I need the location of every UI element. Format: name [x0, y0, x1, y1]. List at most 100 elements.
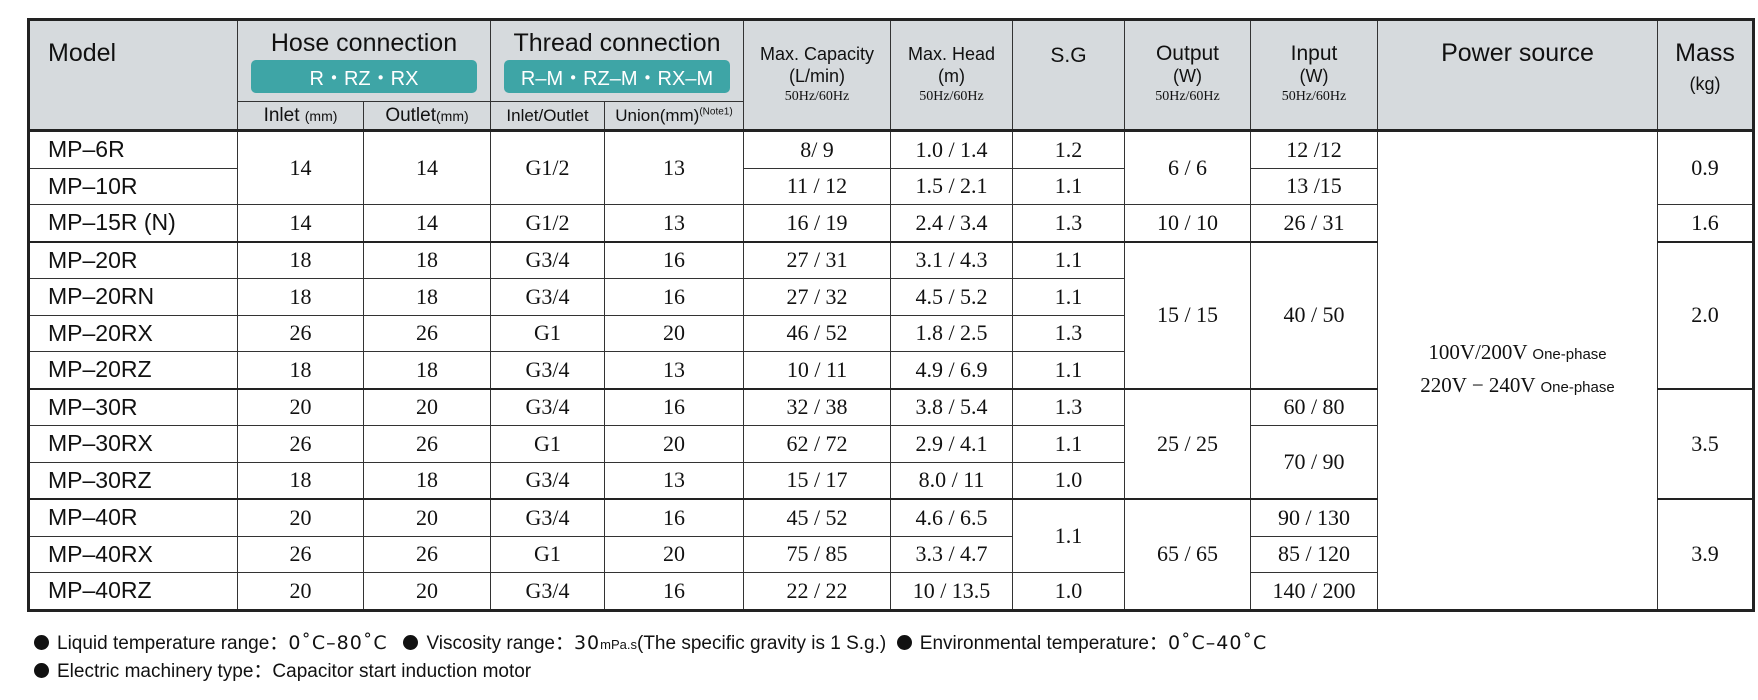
- header-cell: Hose connection R・RZ・RX: [237, 19, 491, 102]
- sg-cell: 1.0: [1012, 572, 1125, 611]
- bullet: [896, 635, 912, 650]
- output-cell: 25 / 25: [1124, 388, 1251, 500]
- header-cell: Input (W) 50Hz/60Hz: [1250, 19, 1378, 131]
- note-line: Electric machinery type：Capacitor start …: [34, 658, 1267, 685]
- input-cell: 40 / 50: [1250, 241, 1378, 389]
- header-row: Model Hose connection R・RZ・RX Thread conn…: [28, 19, 1754, 131]
- note-label: Viscosity range：: [426, 633, 574, 654]
- phase: One-phase: [1540, 379, 1615, 397]
- inlet-cell: 18: [237, 241, 364, 279]
- header-text: Inlet/Outlet: [506, 105, 589, 125]
- header-text: Output: [1155, 42, 1220, 65]
- header-text: Union(mm): [615, 105, 700, 125]
- header-freq: 50Hz/60Hz: [1281, 89, 1347, 104]
- union-cell: 16: [604, 278, 744, 316]
- thread-cell: G1: [490, 314, 605, 352]
- head-cell: 4.5 / 5.2: [890, 278, 1013, 316]
- thread-cell: G1/2: [490, 130, 605, 205]
- head-cell: 3.8 / 5.4: [890, 388, 1013, 426]
- model-cell: MP–20RX: [28, 314, 238, 352]
- header-unit: (W): [1173, 66, 1202, 86]
- bullet: [403, 635, 419, 650]
- power-source-cell: 100V/200V One-phase 220V − 240V One-phase: [1377, 130, 1658, 611]
- thread-cell: G1: [490, 535, 605, 573]
- output-cell: 15 / 15: [1124, 241, 1251, 389]
- inlet-cell: 20: [237, 388, 364, 426]
- outlet-cell: 18: [363, 351, 491, 389]
- input-cell: 26 / 31: [1250, 204, 1378, 242]
- table-row: MP–6R 14 14 G1/2 13 8/ 9 1.0 / 1.4 1.2 6 / 6 12 /…: [28, 130, 1754, 611]
- inlet-cell: 26: [237, 425, 364, 463]
- capacity-cell: 16 / 19: [743, 204, 891, 242]
- thread-cell: G3/4: [490, 498, 605, 537]
- power-line: 100V/200V One-phase: [1378, 337, 1657, 370]
- header-text: Outlet: [385, 104, 437, 126]
- input-cell: 90 / 130: [1250, 498, 1378, 537]
- header-cell: Max. Head (m) 50Hz/60Hz: [890, 19, 1013, 131]
- outlet-cell: 26: [363, 425, 491, 463]
- header-text: Hose connection: [270, 29, 458, 57]
- note-value: 0˚C–80˚C: [288, 632, 388, 654]
- table-row: MP–30RZ 18 18 G3/4 13 15 / 17 8.0 / 11 1.0: [28, 461, 1754, 500]
- table-row: MP–20RX 26 26 G1 20 46 / 52 1.8 / 2.5 1.3: [28, 314, 1754, 352]
- header-cell: S.G: [1012, 19, 1125, 131]
- head-cell: 1.0 / 1.4: [890, 130, 1013, 169]
- header-text: Input: [1290, 42, 1338, 65]
- output-cell: 10 / 10: [1124, 204, 1251, 242]
- header-cell: Thread connection R–M・RZ–M・RX–M: [490, 19, 744, 102]
- table-row: MP–40RZ 20 20 G3/4 16 22 / 22 10 / 13.5 1.0 140 …: [28, 572, 1754, 611]
- header-text: Max. Capacity: [759, 44, 875, 64]
- mass-cell: 2.0: [1657, 241, 1754, 389]
- model-cell: MP–20RN: [28, 278, 238, 316]
- thread-cell: G3/4: [490, 241, 605, 279]
- capacity-cell: 75 / 85: [743, 535, 891, 573]
- mass-cell: 3.9: [1657, 498, 1754, 611]
- header-unit: (kg): [1689, 74, 1721, 94]
- header-text: S.G: [1050, 44, 1087, 67]
- model-cell: MP–15R (N): [28, 204, 238, 242]
- thread-cell: G1: [490, 425, 605, 463]
- union-cell: 13: [604, 130, 744, 205]
- header-cell: Inlet/Outlet: [490, 101, 605, 131]
- outlet-cell: 20: [363, 388, 491, 426]
- power-line: 220V − 240V One-phase: [1378, 370, 1657, 403]
- model-cell: MP–40R: [28, 498, 238, 537]
- outlet-cell: 14: [363, 130, 491, 205]
- outlet-cell: 18: [363, 241, 491, 279]
- header-unit: (mm): [304, 107, 338, 124]
- head-cell: 2.4 / 3.4: [890, 204, 1013, 242]
- union-cell: 20: [604, 425, 744, 463]
- sg-cell: 1.1: [1012, 241, 1125, 279]
- mass-cell: 3.5: [1657, 388, 1754, 500]
- spec-table: Model Hose connection R・RZ・RX Thread conn…: [27, 18, 1755, 612]
- header-cell: Mass (kg): [1657, 19, 1754, 131]
- table-row: MP–20RN 18 18 G3/4 16 27 / 32 4.5 / 5.2 1.1: [28, 278, 1754, 316]
- outlet-cell: 20: [363, 572, 491, 611]
- header-cell: Union(mm)(Note1): [604, 101, 744, 131]
- input-cell: 60 / 80: [1250, 388, 1378, 426]
- head-cell: 1.8 / 2.5: [890, 314, 1013, 352]
- header-text: Max. Head: [907, 44, 996, 64]
- sg-cell: 1.2: [1012, 130, 1125, 169]
- header-text: Thread connection: [513, 29, 721, 57]
- header-freq: 50Hz/60Hz: [919, 89, 984, 104]
- table-row: MP–20RZ 18 18 G3/4 13 10 / 11 4.9 / 6.9 1.1: [28, 351, 1754, 389]
- header-freq: 50Hz/60Hz: [784, 89, 850, 104]
- sg-cell: 1.1: [1012, 278, 1125, 316]
- union-cell: 20: [604, 314, 744, 352]
- header-unit: (m): [938, 66, 965, 86]
- header-cell: Output (W) 50Hz/60Hz: [1124, 19, 1251, 131]
- table-header: Model Hose connection R・RZ・RX Thread conn…: [28, 19, 1754, 131]
- output-cell: 65 / 65: [1124, 498, 1251, 611]
- sg-cell: 1.1: [1012, 167, 1125, 205]
- head-cell: 8.0 / 11: [890, 461, 1013, 500]
- model-cell: MP–20RZ: [28, 351, 238, 389]
- note-extra: (The specific gravity is 1 S.g.): [637, 633, 887, 654]
- sg-cell: 1.1: [1012, 351, 1125, 389]
- union-cell: 13: [604, 351, 744, 389]
- model-cell: MP–6R: [28, 130, 238, 169]
- thread-cell: G3/4: [490, 388, 605, 426]
- table-row: MP–30RX 26 26 G1 20 62 / 72 2.9 / 4.1 1.1 70 / 9…: [28, 425, 1754, 500]
- capacity-cell: 10 / 11: [743, 351, 891, 389]
